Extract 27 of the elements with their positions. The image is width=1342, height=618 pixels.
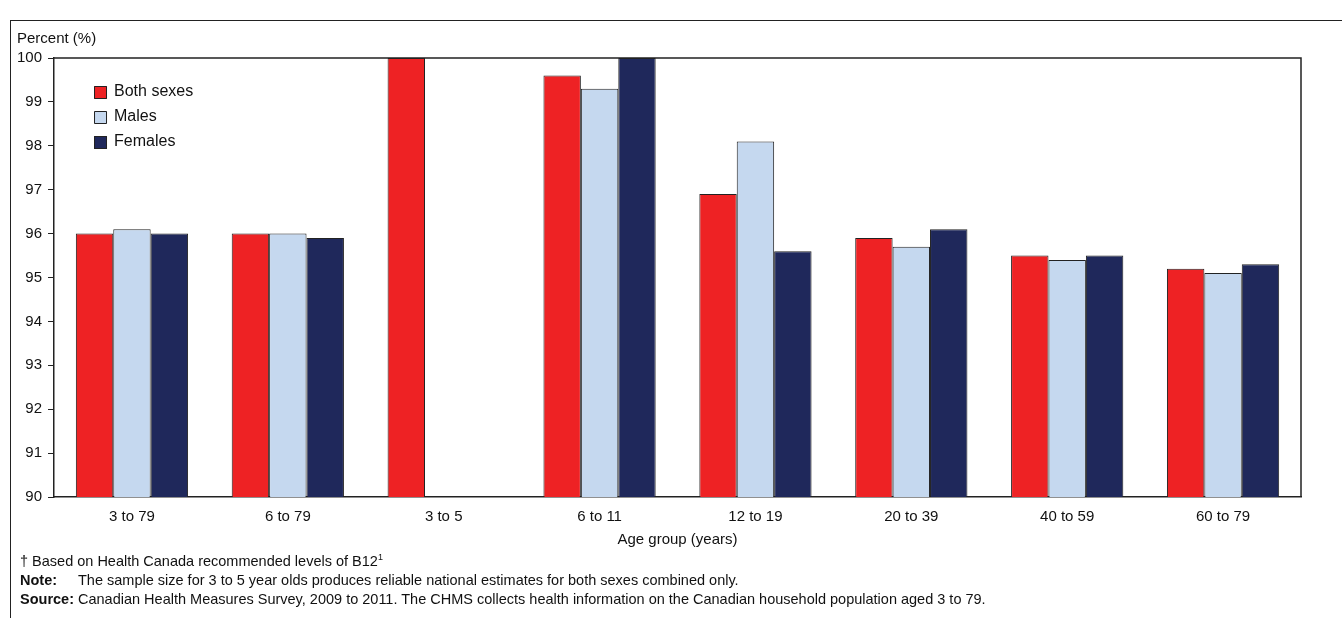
y-tick-label: 98 <box>25 135 43 153</box>
source-note: Source: Canadian Health Measures Survey, 2009 to 2011. The CHMS collects health information on the Canadian household population aged 3 to 79. <box>20 589 986 609</box>
x-axis-title: Age group (years) <box>617 530 738 548</box>
text: Note: The sample size for 3 to 5 year olds produces reliable national estimates for both sexes combined only. <box>20 571 739 588</box>
y-tick-label: 100 <box>17 48 43 66</box>
legend-label: Females <box>114 132 176 150</box>
legend-label: Males <box>114 107 157 125</box>
y-tick-label: 90 <box>25 487 43 505</box>
x-tick-label: 40 to 59 <box>1040 507 1095 525</box>
y-axis-title: Percent (%) <box>17 28 97 46</box>
text: † Based on Health Canada recommended levels of B12$^{1}$ <box>20 551 384 571</box>
x-tick-label: 12 to 19 <box>728 507 783 525</box>
x-tick-label: 20 to 39 <box>884 507 939 525</box>
x-tick-label: 6 to 11 <box>577 507 622 525</box>
x-tick-label: 3 to 5 <box>424 507 463 525</box>
y-tick-label: 94 <box>25 311 43 329</box>
legend-label: Both sexes <box>114 82 194 100</box>
x-tick-label: 60 to 79 <box>1195 507 1251 525</box>
y-tick-label: 93 <box>25 355 43 373</box>
x-tick-label: 3 to 79 <box>109 507 155 525</box>
y-tick-label: 96 <box>25 223 43 241</box>
y-tick-label: 92 <box>25 399 43 417</box>
y-tick-label: 99 <box>25 92 43 110</box>
x-tick-label: 6 to 79 <box>264 507 311 525</box>
y-tick-label: 97 <box>25 179 43 197</box>
y-tick-label: 95 <box>25 267 43 285</box>
y-tick-label: 91 <box>25 443 43 461</box>
